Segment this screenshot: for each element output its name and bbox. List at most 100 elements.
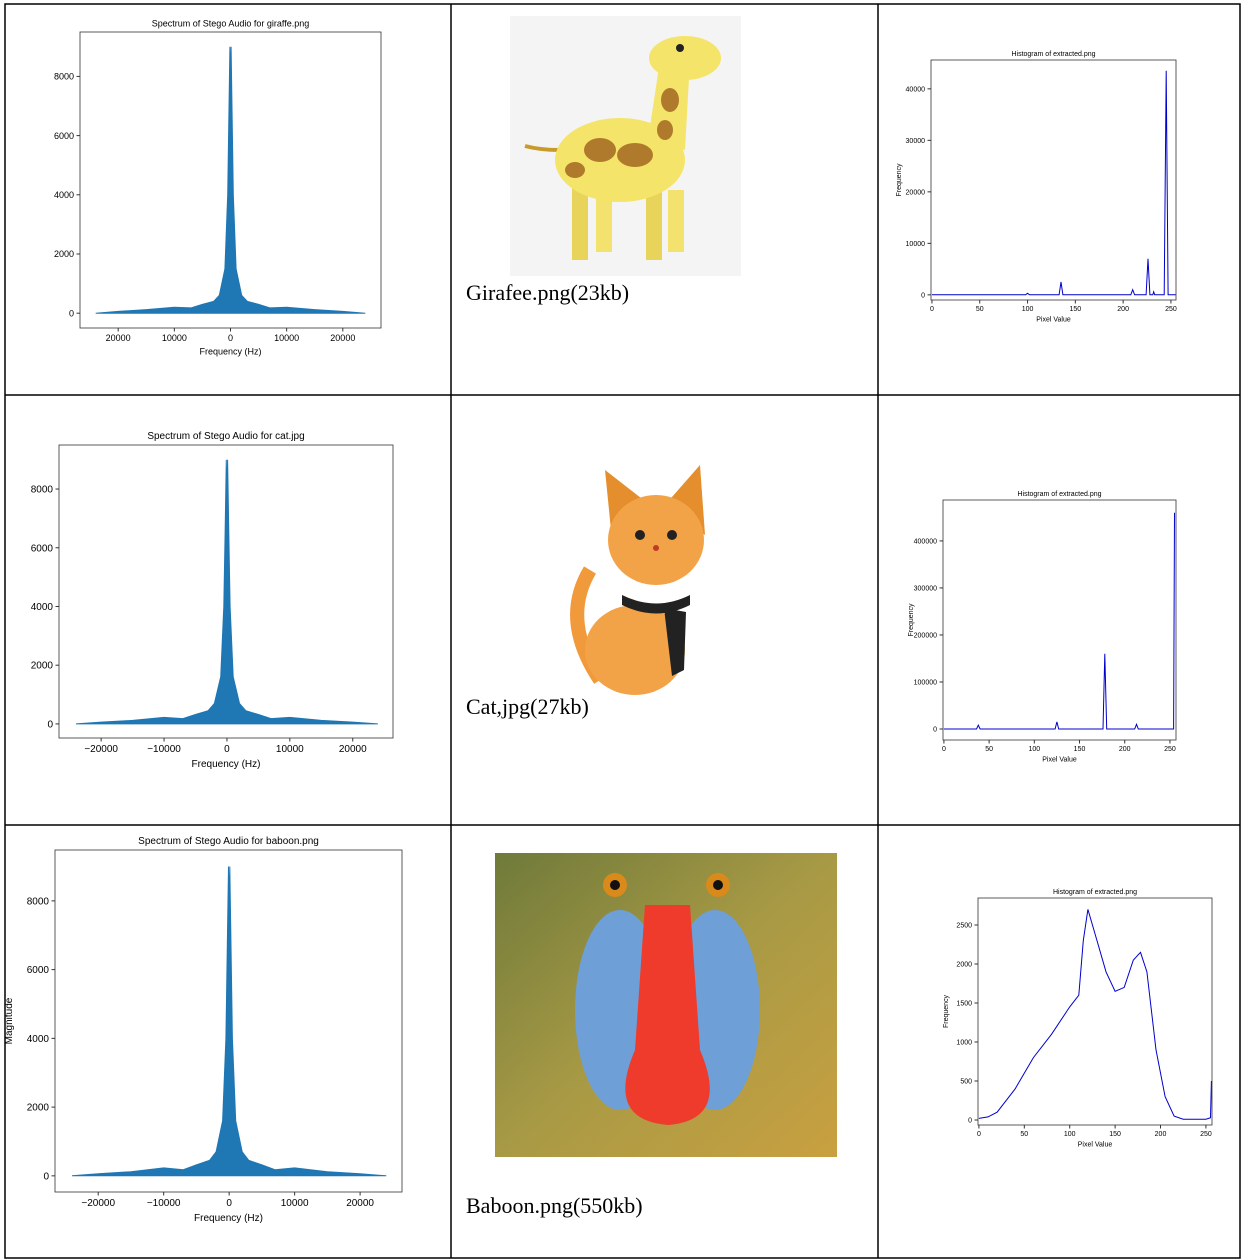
x-tick-label: 20000 (346, 1198, 374, 1209)
y-tick-label: 8000 (54, 72, 74, 82)
plot-frame (943, 500, 1176, 740)
caption: Cat,jpg(27kb) (466, 694, 589, 719)
giraffe-spot (584, 138, 616, 162)
x-tick-label: 10000 (281, 1198, 309, 1209)
y-tick-label: 2000 (956, 961, 972, 968)
x-tick-label: 100 (1022, 306, 1034, 313)
x-tick-label: 0 (930, 306, 934, 313)
x-tick-label: −20000 (84, 744, 118, 755)
x-axis-label: Pixel Value (1036, 317, 1071, 324)
chart-title: Histogram of extracted.png (1017, 491, 1101, 498)
chart-title: Spectrum of Stego Audio for giraffe.png (152, 19, 309, 29)
y-axis-label: Magnitude (4, 997, 15, 1044)
spectrum (72, 867, 386, 1176)
giraffe-spot (617, 143, 653, 167)
x-tick-label: 250 (1200, 1131, 1212, 1138)
spectrum (76, 460, 378, 724)
x-tick-label: −10000 (147, 744, 181, 755)
x-tick-label: −20000 (81, 1198, 115, 1209)
x-tick-label: 0 (977, 1131, 981, 1138)
y-tick-label: 200000 (914, 632, 937, 639)
cat-eye (667, 530, 677, 540)
giraffe-eye (676, 44, 684, 52)
caption: Baboon.png(550kb) (466, 1193, 643, 1218)
y-axis-label: Frequency (943, 994, 950, 1028)
x-axis-label: Frequency (Hz) (192, 759, 261, 770)
baboon-pupil (610, 880, 620, 890)
baboon-pupil (713, 880, 723, 890)
y-tick-label: 0 (933, 726, 937, 733)
y-tick-label: 100000 (914, 679, 937, 686)
x-tick-label: 200 (1155, 1131, 1167, 1138)
y-tick-label: 30000 (906, 138, 926, 145)
cat-eye (635, 530, 645, 540)
x-tick-label: 200 (1119, 746, 1131, 753)
x-tick-label: 50 (985, 746, 993, 753)
chart-title: Histogram of extracted.png (1053, 889, 1137, 896)
y-tick-label: 1500 (956, 1000, 972, 1007)
cat-head (608, 495, 704, 585)
x-tick-label: 150 (1074, 746, 1086, 753)
x-tick-label: 20000 (106, 333, 131, 343)
y-tick-label: 6000 (27, 965, 50, 976)
x-tick-label: 10000 (162, 333, 187, 343)
y-tick-label: 2000 (27, 1103, 50, 1114)
y-tick-label: 0 (968, 1117, 972, 1124)
y-tick-label: 0 (69, 308, 74, 318)
x-axis-label: Frequency (Hz) (199, 347, 261, 357)
y-tick-label: 8000 (31, 485, 54, 496)
y-tick-label: 40000 (906, 86, 926, 93)
chart: Spectrum of Stego Audio for cat.jpg Frequ… (31, 431, 393, 770)
chart: Spectrum of Stego Audio for giraffe.png F… (54, 19, 381, 357)
x-tick-label: 0 (228, 333, 233, 343)
spectrum (96, 47, 366, 313)
chart: Spectrum of Stego Audio for baboon.png Fr… (4, 836, 402, 1224)
y-tick-label: 1000 (956, 1039, 972, 1046)
x-tick-label: 10000 (274, 333, 299, 343)
x-tick-label: 150 (1109, 1131, 1121, 1138)
x-tick-label: 250 (1164, 746, 1176, 753)
x-tick-label: 20000 (339, 744, 367, 755)
x-axis-label: Pixel Value (1078, 1142, 1113, 1149)
x-tick-label: −10000 (147, 1198, 181, 1209)
x-tick-label: 0 (224, 744, 230, 755)
y-tick-label: 500 (960, 1078, 972, 1085)
x-tick-label: 20000 (330, 333, 355, 343)
y-tick-label: 20000 (906, 189, 926, 196)
x-tick-label: 50 (976, 306, 984, 313)
giraffe-leg (668, 190, 684, 252)
results-table: Girafee.png(23kb) Cat,jpg(27kb) Baboon.p… (0, 0, 1244, 1259)
histogram-line (944, 513, 1175, 729)
y-tick-label: 6000 (31, 543, 54, 554)
y-axis-label: Frequency (896, 163, 903, 197)
histogram-line (932, 71, 1176, 295)
giraffe-spot (661, 88, 679, 112)
x-tick-label: 100 (1028, 746, 1040, 753)
plot-frame (931, 60, 1176, 300)
x-tick-label: 150 (1069, 306, 1081, 313)
x-axis-label: Frequency (Hz) (194, 1213, 263, 1224)
y-tick-label: 0 (921, 292, 925, 299)
images (495, 16, 837, 1157)
x-tick-label: 100 (1064, 1131, 1076, 1138)
chart-title: Histogram of extracted.png (1011, 51, 1095, 58)
y-tick-label: 2000 (54, 249, 74, 259)
y-tick-label: 2500 (956, 922, 972, 929)
caption: Girafee.png(23kb) (466, 280, 629, 305)
y-tick-label: 0 (43, 1171, 49, 1182)
cat-nose (653, 545, 659, 551)
histogram-line (979, 909, 1212, 1119)
x-tick-label: 200 (1117, 306, 1129, 313)
x-tick-label: 10000 (276, 744, 304, 755)
y-tick-label: 300000 (914, 585, 937, 592)
chart: Histogram of extracted.png Pixel Value Fre… (943, 889, 1212, 1149)
giraffe-leg (572, 185, 588, 260)
x-axis-label: Pixel Value (1042, 757, 1077, 764)
chart-title: Spectrum of Stego Audio for cat.jpg (147, 431, 304, 442)
y-tick-label: 4000 (31, 602, 54, 613)
y-tick-label: 6000 (54, 131, 74, 141)
y-tick-label: 10000 (906, 241, 926, 248)
chart-title: Spectrum of Stego Audio for baboon.png (138, 836, 319, 847)
x-tick-label: 250 (1165, 306, 1177, 313)
